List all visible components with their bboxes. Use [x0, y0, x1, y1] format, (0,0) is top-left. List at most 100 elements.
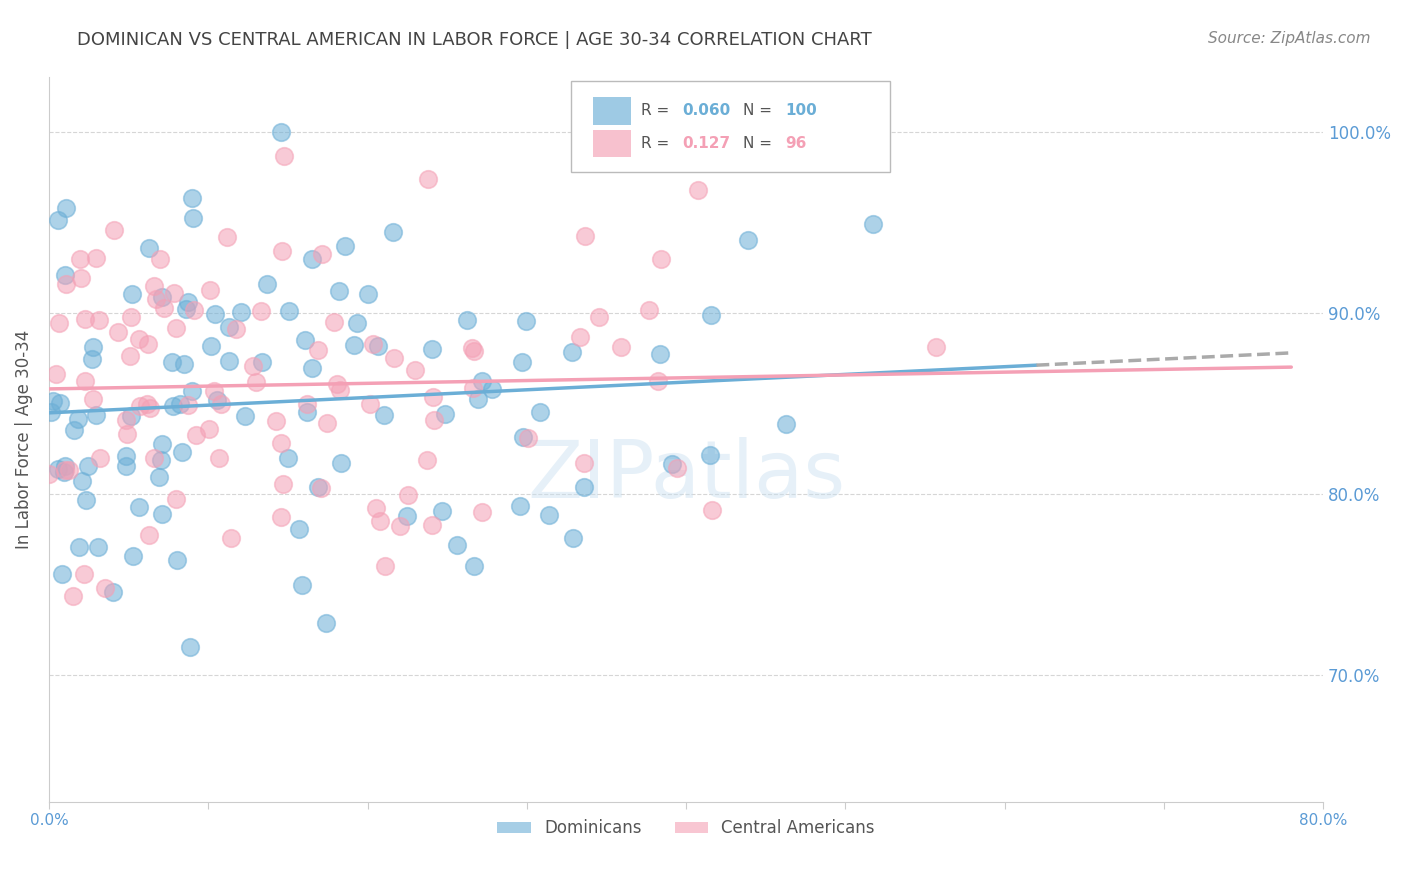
Point — [75, 492, 97, 507]
Point — [333, 239, 356, 253]
Point — [404, 363, 426, 377]
Point — [209, 397, 232, 411]
Point — [150, 437, 173, 451]
Point — [48, 316, 70, 330]
Point — [373, 409, 395, 423]
Point — [82, 392, 104, 406]
Point — [183, 302, 205, 317]
Point — [86, 540, 108, 554]
Text: R =: R = — [641, 136, 675, 151]
Point — [574, 456, 596, 470]
Legend: Dominicans, Central Americans: Dominicans, Central Americans — [491, 813, 882, 844]
Point — [58, 463, 80, 477]
Point — [359, 397, 381, 411]
Point — [463, 559, 485, 574]
Point — [177, 294, 200, 309]
Point — [55, 202, 77, 216]
Point — [461, 341, 484, 355]
Point — [62, 589, 84, 603]
FancyBboxPatch shape — [571, 81, 890, 171]
Point — [271, 244, 294, 259]
Text: R =: R = — [641, 103, 675, 119]
Point — [143, 279, 166, 293]
Text: DOMINICAN VS CENTRAL AMERICAN IN LABOR FORCE | AGE 30-34 CORRELATION CHART: DOMINICAN VS CENTRAL AMERICAN IN LABOR F… — [77, 31, 872, 49]
Point — [174, 302, 197, 317]
Point — [233, 409, 256, 423]
Point — [307, 343, 329, 358]
Point — [446, 538, 468, 552]
Point — [38, 467, 60, 481]
Point — [562, 531, 585, 545]
Point — [568, 330, 591, 344]
Point — [661, 457, 683, 471]
Point — [509, 499, 531, 513]
Point — [420, 342, 443, 356]
Point — [143, 451, 166, 466]
Point — [666, 461, 689, 475]
Point — [288, 523, 311, 537]
Point — [150, 290, 173, 304]
Point — [173, 357, 195, 371]
Point — [395, 508, 418, 523]
Point — [364, 500, 387, 515]
Point — [388, 519, 411, 533]
Point — [309, 481, 332, 495]
Point — [218, 354, 240, 368]
Point — [138, 241, 160, 255]
Point — [114, 413, 136, 427]
Point — [699, 448, 721, 462]
Point — [205, 392, 228, 407]
Point — [322, 315, 344, 329]
Point — [101, 585, 124, 599]
Point — [165, 321, 187, 335]
Point — [55, 277, 77, 292]
Point — [925, 340, 948, 354]
Point — [463, 380, 485, 394]
Point — [270, 510, 292, 524]
Point — [273, 149, 295, 163]
Point — [311, 247, 333, 261]
Point — [382, 351, 405, 365]
Point — [315, 616, 337, 631]
Y-axis label: In Labor Force | Age 30-34: In Labor Force | Age 30-34 — [15, 330, 32, 549]
Point — [415, 453, 437, 467]
Point — [775, 417, 797, 431]
Point — [256, 277, 278, 291]
Point — [463, 343, 485, 358]
Point — [202, 384, 225, 398]
Point — [114, 449, 136, 463]
Point — [225, 322, 247, 336]
Point — [53, 458, 76, 473]
Point — [107, 325, 129, 339]
Point — [434, 407, 457, 421]
Text: 0.127: 0.127 — [682, 136, 730, 151]
Point — [638, 302, 661, 317]
Point — [512, 430, 534, 444]
Point — [343, 337, 366, 351]
Point — [264, 414, 287, 428]
Point — [181, 211, 204, 225]
Point — [422, 518, 444, 533]
Point — [422, 391, 444, 405]
Point — [515, 314, 537, 328]
Point — [69, 252, 91, 267]
Point — [361, 337, 384, 351]
Text: ZIPatlas: ZIPatlas — [527, 437, 845, 515]
Point — [316, 416, 339, 430]
Point — [647, 374, 669, 388]
Point — [138, 528, 160, 542]
Point — [152, 507, 174, 521]
Point — [329, 383, 352, 397]
Point — [169, 397, 191, 411]
Point — [217, 230, 239, 244]
Text: N =: N = — [744, 103, 778, 119]
Point — [115, 458, 138, 473]
Point — [471, 374, 494, 388]
Point — [467, 392, 489, 406]
Point — [574, 229, 596, 244]
Point — [128, 399, 150, 413]
Point — [250, 304, 273, 318]
Point — [862, 217, 884, 231]
Point — [53, 465, 76, 479]
Point — [128, 500, 150, 515]
